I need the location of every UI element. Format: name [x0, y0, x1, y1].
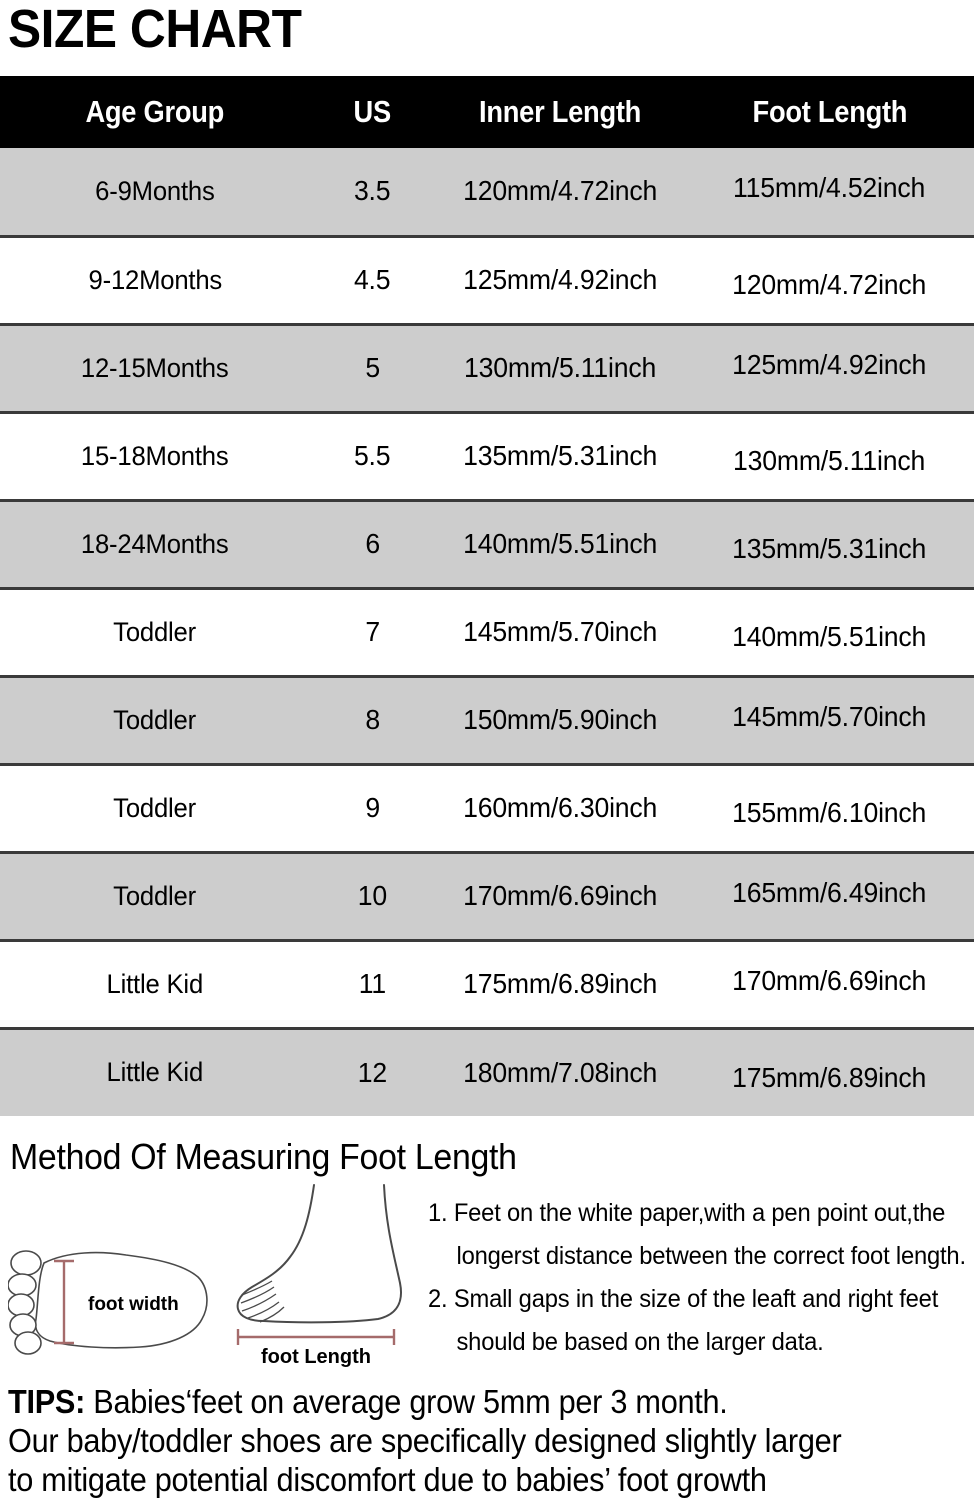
foot-width-label: foot width — [88, 1294, 179, 1315]
cell-us: 8 — [365, 704, 380, 735]
toe-detail-lines — [240, 1280, 285, 1323]
table-header: Age Group US Inner Length Foot Length — [0, 76, 974, 148]
cell-inner-length: 135mm/5.31inch — [462, 440, 658, 471]
foot-profile-outline — [236, 1184, 402, 1324]
cell-inner-length: 130mm/5.11inch — [463, 352, 657, 383]
cell-foot-length: 120mm/4.72inch — [732, 269, 927, 300]
table-row: Toddler 8 150mm/5.90inch 145mm/5.70inch — [0, 676, 974, 764]
toe-icon — [8, 1293, 35, 1317]
cell-age-group: Toddler — [113, 792, 197, 823]
method-heading: Method Of Measuring Foot Length — [10, 1136, 517, 1177]
table-row: Little Kid 11 175mm/6.89inch 170mm/6.69i… — [0, 940, 974, 1028]
column-header-foot-length: Foot Length — [685, 76, 974, 148]
foot-width-measure-line — [54, 1259, 74, 1345]
table-row: 18-24Months 6 140mm/5.51inch 135mm/5.31i… — [0, 500, 974, 588]
instruction-line: 2. Small gaps in the size of the leaft a… — [428, 1285, 939, 1313]
tips-line-3: to mitigate potential discomfort due to … — [8, 1461, 767, 1498]
table-row: Little Kid 12 180mm/7.08inch 175mm/6.89i… — [0, 1028, 974, 1116]
table-row: 15-18Months 5.5 135mm/5.31inch 130mm/5.1… — [0, 412, 974, 500]
tips-line-1-text: Babies‘feet on average grow 5mm per 3 mo… — [85, 1383, 728, 1420]
foot-length-measure-line — [236, 1329, 396, 1345]
cell-age-group: Toddler — [113, 616, 197, 647]
table-row: 6-9Months 3.5 120mm/4.72inch 115mm/4.52i… — [0, 148, 974, 236]
cell-foot-length: 130mm/5.11inch — [733, 445, 926, 476]
cell-us: 5.5 — [354, 440, 391, 471]
cell-age-group: Little Kid — [106, 1057, 204, 1088]
measuring-instructions: 1. Feet on the white paper,with a pen po… — [428, 1192, 976, 1364]
size-chart-table: Age Group US Inner Length Foot Length 6-… — [0, 76, 974, 1116]
cell-age-group: 18-24Months — [81, 528, 229, 559]
tips-line-2: Our baby/toddler shoes are specifically … — [8, 1422, 842, 1459]
cell-inner-length: 170mm/6.69inch — [462, 880, 658, 911]
cell-age-group: 9-12Months — [88, 264, 222, 295]
tips-section: TIPS: Babies‘feet on average grow 5mm pe… — [8, 1382, 973, 1499]
cell-us: 4.5 — [354, 264, 391, 295]
cell-inner-length: 180mm/7.08inch — [462, 1056, 658, 1088]
column-header-age-group: Age Group — [0, 76, 310, 148]
table-row: Toddler 9 160mm/6.30inch 155mm/6.10inch — [0, 764, 974, 852]
cell-foot-length: 165mm/6.49inch — [732, 877, 927, 908]
foot-length-label: foot Length — [261, 1346, 371, 1368]
cell-foot-length: 170mm/6.69inch — [732, 965, 927, 996]
cell-us: 12 — [357, 1056, 388, 1088]
toe-icon — [14, 1331, 42, 1355]
cell-us: 11 — [358, 968, 387, 999]
table-row: 12-15Months 5 130mm/5.11inch 125mm/4.92i… — [0, 324, 974, 412]
cell-foot-length: 140mm/5.51inch — [732, 621, 927, 652]
cell-age-group: 15-18Months — [81, 440, 229, 471]
cell-us: 3.5 — [354, 175, 391, 207]
cell-inner-length: 175mm/6.89inch — [462, 968, 658, 999]
table-body: 6-9Months 3.5 120mm/4.72inch 115mm/4.52i… — [0, 148, 974, 1116]
foot-width-diagram: foot width — [8, 1250, 208, 1355]
cell-us: 6 — [365, 528, 380, 559]
table-header-row: Age Group US Inner Length Foot Length — [0, 76, 974, 148]
cell-inner-length: 120mm/4.72inch — [462, 175, 658, 207]
cell-foot-length: 145mm/5.70inch — [732, 701, 927, 732]
cell-us: 9 — [365, 792, 380, 823]
toe-icon — [10, 1250, 42, 1276]
instruction-line: longerst distance between the correct fo… — [456, 1242, 967, 1270]
cell-inner-length: 145mm/5.70inch — [462, 616, 658, 647]
table-row: Toddler 7 145mm/5.70inch 140mm/5.51inch — [0, 588, 974, 676]
toe-icon — [8, 1273, 37, 1297]
table-row: Toddler 10 170mm/6.69inch 165mm/6.49inch — [0, 852, 974, 940]
cell-us: 10 — [357, 880, 388, 911]
cell-foot-length: 115mm/4.52inch — [733, 172, 926, 204]
cell-foot-length: 155mm/6.10inch — [732, 797, 927, 828]
cell-foot-length: 135mm/5.31inch — [732, 533, 927, 564]
cell-age-group: 12-15Months — [81, 352, 229, 383]
cell-inner-length: 125mm/4.92inch — [462, 264, 658, 295]
tips-line-1: TIPS: Babies‘feet on average grow 5mm pe… — [8, 1382, 905, 1421]
column-header-us: US — [310, 76, 435, 148]
cell-inner-length: 160mm/6.30inch — [462, 792, 658, 823]
page-title: SIZE CHART — [8, 0, 302, 59]
cell-age-group: 6-9Months — [95, 175, 215, 206]
table-row: 9-12Months 4.5 125mm/4.92inch 120mm/4.72… — [0, 236, 974, 324]
cell-age-group: Little Kid — [106, 968, 204, 999]
cell-age-group: Toddler — [113, 704, 197, 735]
column-header-inner-length: Inner Length — [435, 76, 685, 148]
instruction-line: should be based on the larger data. — [456, 1328, 824, 1356]
cell-us: 5 — [365, 352, 380, 383]
tips-label: TIPS: — [8, 1383, 86, 1420]
cell-foot-length: 175mm/6.89inch — [732, 1061, 927, 1093]
foot-length-diagram: foot Length — [236, 1184, 402, 1368]
cell-inner-length: 150mm/5.90inch — [462, 704, 658, 735]
instruction-line: 1. Feet on the white paper,with a pen po… — [428, 1199, 946, 1227]
cell-age-group: Toddler — [113, 880, 197, 911]
cell-foot-length: 125mm/4.92inch — [732, 349, 927, 380]
cell-us: 7 — [365, 616, 380, 647]
cell-inner-length: 140mm/5.51inch — [462, 528, 658, 559]
